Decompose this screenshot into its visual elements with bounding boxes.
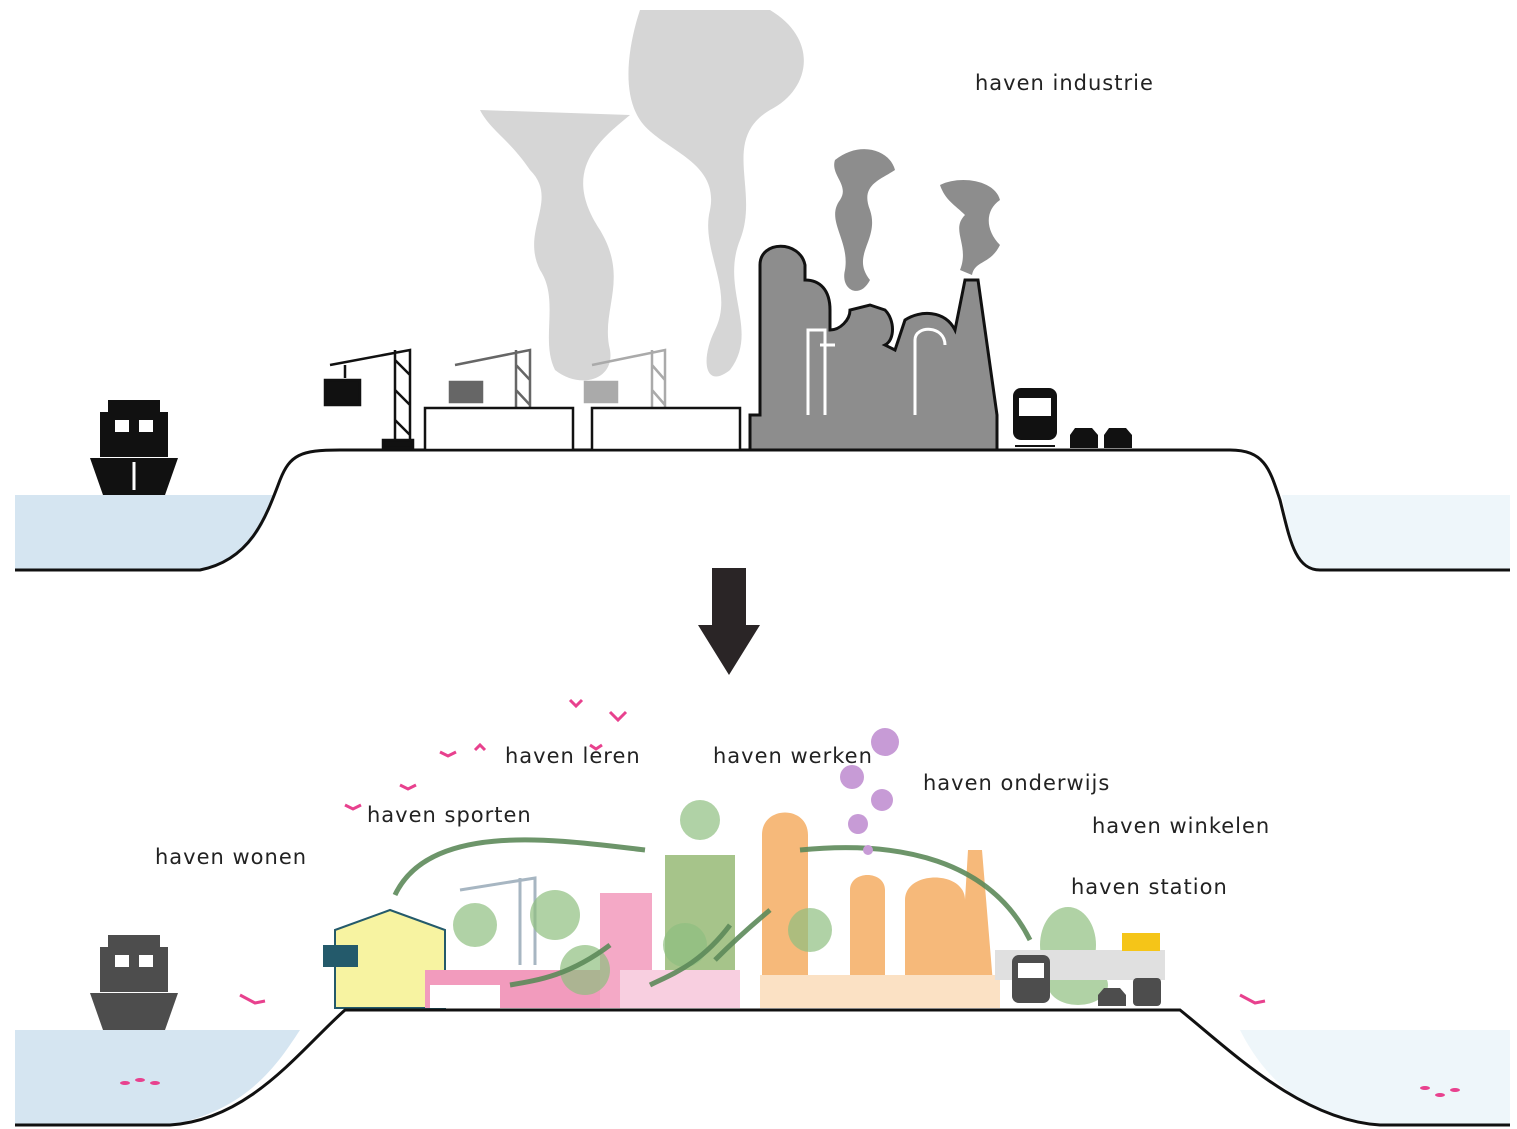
smoke — [480, 10, 804, 380]
fish — [120, 1078, 1460, 1097]
train — [1012, 955, 1050, 1003]
cars — [1070, 428, 1132, 448]
label: haven sporten — [367, 803, 532, 827]
room — [430, 985, 500, 1008]
label: haven winkelen — [1092, 814, 1270, 838]
station-sign — [1122, 933, 1160, 951]
building — [760, 975, 1000, 1008]
transform-arrow — [698, 568, 760, 675]
label: haven wonen — [155, 845, 307, 869]
crane — [450, 350, 530, 408]
dark-smoke — [834, 149, 1000, 291]
building — [620, 970, 740, 1008]
water — [15, 1030, 300, 1125]
water — [1240, 1030, 1510, 1125]
bus — [1133, 978, 1161, 1006]
label: haven industrie — [975, 71, 1154, 95]
diagram: haven industrie — [0, 0, 1517, 1129]
train — [1013, 388, 1057, 446]
water — [1282, 495, 1510, 570]
train-window — [1018, 963, 1044, 978]
ship — [90, 935, 178, 1030]
container-block — [425, 408, 573, 450]
water — [15, 495, 275, 570]
label: haven station — [1071, 875, 1228, 899]
factory — [750, 246, 997, 450]
label: haven werken — [713, 744, 873, 768]
container-block — [592, 408, 740, 450]
car — [1098, 988, 1126, 1006]
container — [323, 945, 358, 967]
label: haven leren — [505, 744, 641, 768]
ship — [90, 400, 178, 495]
label: haven onderwijs — [923, 771, 1110, 795]
crane — [325, 350, 413, 448]
